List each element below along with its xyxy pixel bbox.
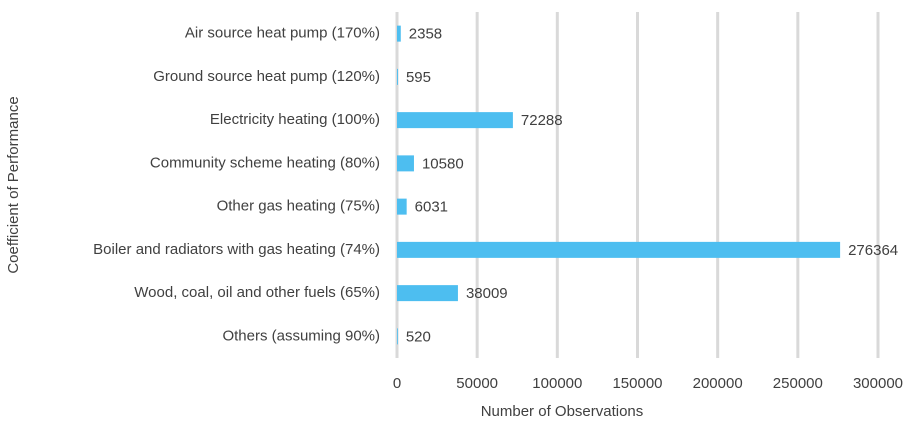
- data-label: 6031: [415, 199, 448, 216]
- y-tick-label: Others (assuming 90%): [222, 327, 380, 344]
- bar: [397, 241, 841, 258]
- data-label: 2358: [409, 26, 442, 43]
- bar: [397, 285, 458, 302]
- bar: [397, 198, 407, 215]
- bar: [397, 25, 401, 42]
- bar: [397, 68, 398, 85]
- bar: [397, 328, 398, 345]
- y-tick-label: Community scheme heating (80%): [150, 154, 380, 171]
- data-label: 72288: [521, 112, 563, 129]
- data-label: 520: [406, 328, 431, 345]
- y-tick-label: Other gas heating (75%): [217, 198, 380, 215]
- data-label: 595: [406, 69, 431, 86]
- y-tick-label: Wood, coal, oil and other fuels (65%): [134, 284, 380, 301]
- x-tick-label: 150000: [612, 375, 662, 392]
- x-tick-label: 50000: [456, 375, 498, 392]
- data-label: 38009: [466, 285, 508, 302]
- data-label: 276364: [848, 242, 898, 259]
- y-tick-label: Boiler and radiators with gas heating (7…: [93, 241, 380, 258]
- y-tick-label: Air source heat pump (170%): [185, 25, 380, 42]
- x-tick-label: 100000: [532, 375, 582, 392]
- bar: [397, 155, 414, 172]
- x-tick-label: 0: [393, 375, 401, 392]
- y-tick-label: Electricity heating (100%): [210, 111, 380, 128]
- y-tick-label: Ground source heat pump (120%): [153, 68, 380, 85]
- y-axis-title: Coefficient of Performance: [5, 96, 22, 273]
- x-tick-label: 300000: [853, 375, 903, 392]
- bar: [397, 112, 513, 129]
- data-label: 10580: [422, 155, 464, 172]
- x-tick-label: 250000: [773, 375, 823, 392]
- x-axis-title: Number of Observations: [481, 403, 644, 420]
- x-tick-label: 200000: [693, 375, 743, 392]
